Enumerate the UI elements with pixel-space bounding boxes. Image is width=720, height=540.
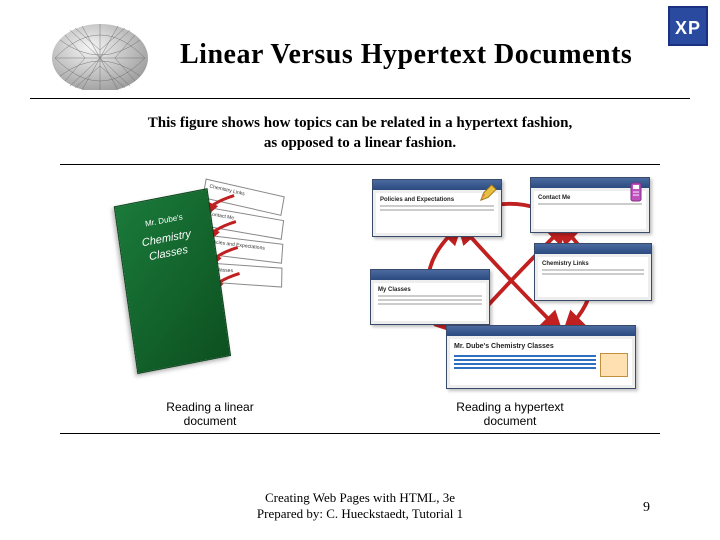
slide-title: Linear Versus Hypertext Documents [180,39,632,71]
window-contact: Contact Me [530,177,650,233]
footer-line-1: Creating Web Pages with HTML, 3e [265,490,455,505]
window-title: Mr. Dube's Chemistry Classes [454,343,628,350]
book-illustration: Chemistry Links Contact Me Policies and … [66,175,354,396]
hypertext-label: Reading a hypertext document [456,400,563,429]
pencil-icon [479,193,497,202]
figure-caption: This figure shows how topics can be rela… [60,113,660,154]
xp-badge: XP [668,6,708,46]
phone-icon [629,191,645,202]
hypertext-illustration: Policies and Expectations Contact Me [366,175,654,396]
slide-header: Linear Versus Hypertext Documents [30,0,690,99]
window-title: My Classes [378,287,482,293]
linear-label: Reading a linear document [166,400,253,429]
window-title: Contact Me [538,195,642,201]
window-policies: Policies and Expectations [372,179,502,237]
footer-line-2: Prepared by: C. Hueckstaedt, Tutorial 1 [257,506,463,521]
geodesic-sphere-icon [50,20,160,90]
window-myclasses: My Classes [370,269,490,325]
page-number: 9 [643,500,650,516]
window-title: Policies and Expectations [380,197,494,203]
window-chemlinks: Chemistry Links [534,243,652,301]
slide-footer: Creating Web Pages with HTML, 3e Prepare… [0,490,720,523]
caption-line-2: as opposed to a linear fashion. [264,135,456,151]
window-main: Mr. Dube's Chemistry Classes [446,325,636,389]
figure-area: Chemistry Links Contact Me Policies and … [60,164,660,434]
linear-column: Chemistry Links Contact Me Policies and … [66,175,354,429]
window-title: Chemistry Links [542,261,644,267]
caption-line-1: This figure shows how topics can be rela… [148,115,572,131]
hypertext-column: Policies and Expectations Contact Me [366,175,654,429]
